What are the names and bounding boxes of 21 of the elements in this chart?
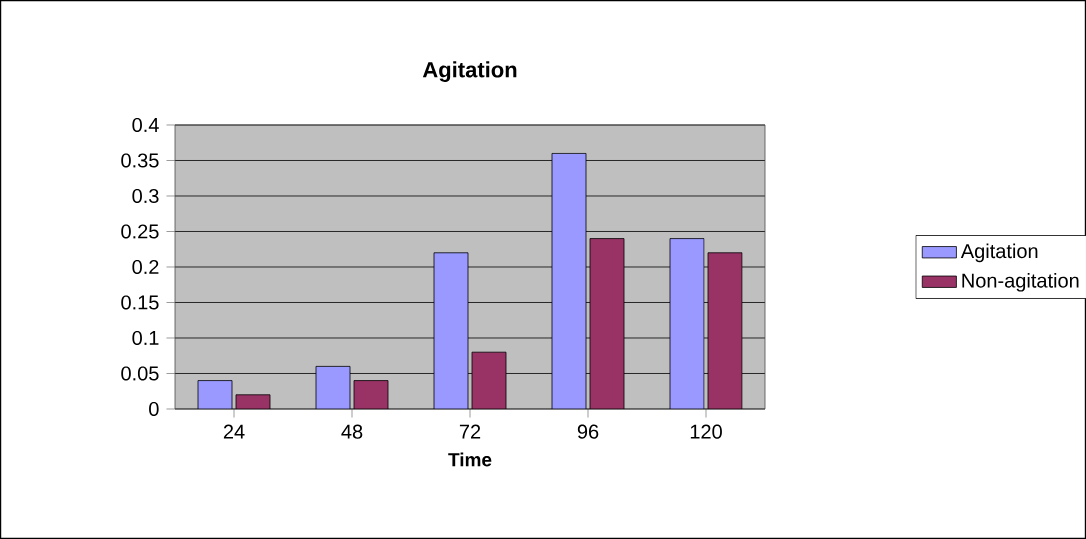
y-tick-label: 0.3	[132, 188, 159, 204]
x-tick-label: 96	[577, 424, 599, 439]
bar	[235, 394, 271, 409]
y-tick-label: 0.25	[121, 224, 159, 239]
x-tick-label: 72	[459, 424, 481, 439]
x-tick-label: 24	[223, 424, 245, 439]
chart-title: Agitation	[422, 61, 517, 82]
legend-label: Agitation	[960, 243, 1038, 263]
y-tick-label: 0.35	[121, 153, 159, 168]
y-tick-label: 0.05	[121, 366, 159, 381]
legend-label: Non-agitation	[962, 272, 1079, 292]
y-tick-label: 0.4	[132, 117, 159, 133]
x-axis-title: Time	[448, 452, 492, 467]
y-tick-label: 0.15	[121, 295, 159, 310]
x-tick-label: 120	[690, 424, 722, 439]
y-tick-label: 0.1	[132, 330, 159, 346]
x-tick-label: 48	[341, 424, 363, 439]
bar	[353, 380, 389, 409]
y-tick-label: 0	[149, 401, 159, 417]
y-tick-label: 0.2	[132, 259, 159, 275]
bar	[197, 380, 233, 409]
